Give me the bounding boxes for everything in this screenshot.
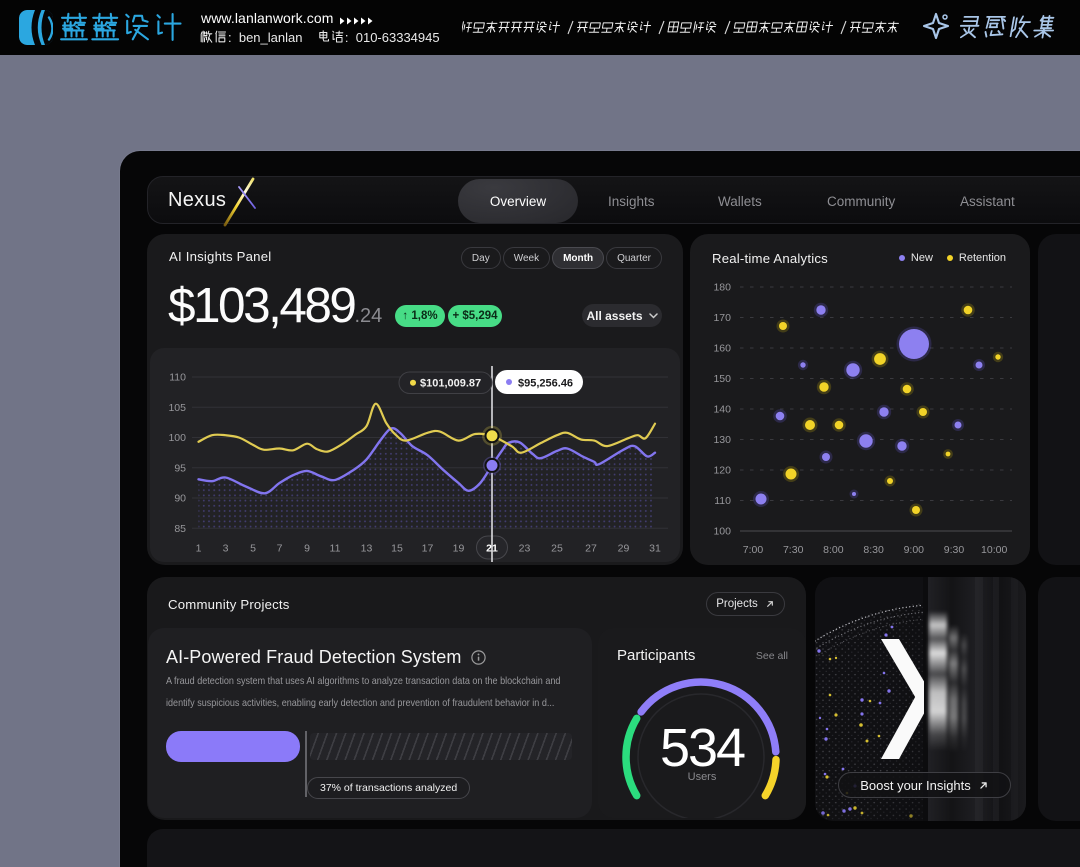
svg-text:3: 3 bbox=[223, 543, 229, 555]
svg-text:11: 11 bbox=[330, 543, 341, 555]
svg-text:110: 110 bbox=[169, 372, 186, 384]
svg-text:1: 1 bbox=[196, 543, 202, 555]
svg-text:9:30: 9:30 bbox=[944, 544, 965, 556]
svg-text:15: 15 bbox=[391, 543, 403, 555]
svg-text:23: 23 bbox=[519, 543, 531, 555]
svg-text:140: 140 bbox=[713, 404, 731, 416]
svg-text:9:00: 9:00 bbox=[904, 544, 925, 556]
svg-text:8:00: 8:00 bbox=[823, 544, 844, 556]
svg-text:29: 29 bbox=[618, 543, 630, 555]
svg-text:13: 13 bbox=[361, 543, 373, 555]
svg-text:10:00: 10:00 bbox=[981, 544, 1007, 556]
svg-text:90: 90 bbox=[174, 493, 186, 505]
svg-text:17: 17 bbox=[422, 543, 434, 555]
svg-text:$101,009.87: $101,009.87 bbox=[420, 378, 481, 390]
svg-text:19: 19 bbox=[453, 543, 465, 555]
svg-text:8:30: 8:30 bbox=[863, 544, 884, 556]
svg-text:110: 110 bbox=[714, 495, 731, 507]
svg-text:170: 170 bbox=[713, 312, 731, 324]
svg-text:100: 100 bbox=[713, 526, 731, 538]
svg-text:120: 120 bbox=[713, 465, 731, 477]
svg-text:105: 105 bbox=[168, 402, 186, 414]
svg-text:25: 25 bbox=[551, 543, 563, 555]
svg-text:5: 5 bbox=[250, 543, 256, 555]
svg-text:100: 100 bbox=[168, 432, 186, 444]
svg-text:$95,256.46: $95,256.46 bbox=[518, 377, 573, 389]
svg-text:130: 130 bbox=[713, 434, 731, 446]
svg-text:85: 85 bbox=[174, 523, 186, 535]
svg-text:31: 31 bbox=[649, 543, 661, 555]
svg-text:27: 27 bbox=[585, 543, 597, 555]
svg-text:180: 180 bbox=[713, 282, 731, 294]
svg-text:9: 9 bbox=[304, 543, 310, 555]
svg-text:7:00: 7:00 bbox=[743, 544, 764, 556]
svg-text:7:30: 7:30 bbox=[783, 544, 804, 556]
svg-text:150: 150 bbox=[713, 373, 731, 385]
svg-text:7: 7 bbox=[277, 543, 283, 555]
svg-text:160: 160 bbox=[713, 343, 731, 355]
svg-text:95: 95 bbox=[174, 462, 186, 474]
